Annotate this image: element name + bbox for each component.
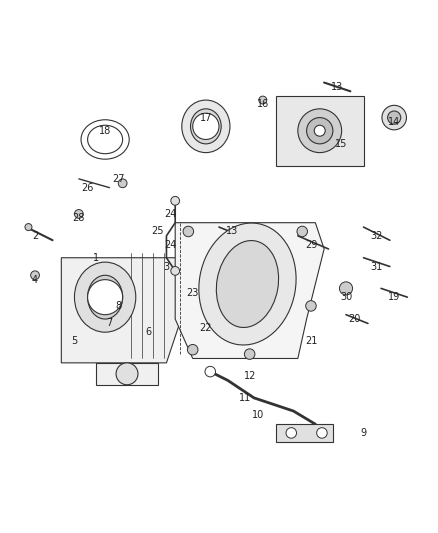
Text: 1: 1	[93, 253, 99, 263]
Circle shape	[339, 282, 353, 295]
Text: 24: 24	[165, 240, 177, 249]
Text: 22: 22	[200, 323, 212, 333]
Text: 3: 3	[163, 262, 170, 271]
Ellipse shape	[74, 262, 136, 332]
Text: 11: 11	[239, 393, 251, 403]
Circle shape	[74, 209, 83, 219]
Text: 25: 25	[152, 227, 164, 237]
Circle shape	[317, 427, 327, 438]
Circle shape	[286, 427, 297, 438]
Text: 9: 9	[360, 428, 367, 438]
Bar	[276, 96, 364, 166]
Circle shape	[205, 366, 215, 377]
Polygon shape	[61, 258, 193, 363]
Circle shape	[244, 349, 255, 359]
Circle shape	[25, 223, 32, 231]
Text: 19: 19	[388, 292, 400, 302]
Text: 7: 7	[106, 318, 113, 328]
Text: 13: 13	[331, 82, 343, 92]
Ellipse shape	[88, 275, 123, 319]
Text: 17: 17	[200, 112, 212, 123]
Text: 13: 13	[226, 227, 238, 237]
Text: 18: 18	[99, 126, 111, 136]
Circle shape	[259, 96, 267, 104]
Text: 14: 14	[388, 117, 400, 127]
Circle shape	[193, 113, 219, 140]
Text: 16: 16	[257, 100, 269, 109]
Circle shape	[388, 111, 401, 124]
Text: 2: 2	[32, 231, 38, 241]
Polygon shape	[175, 223, 324, 359]
Circle shape	[88, 280, 123, 314]
Circle shape	[297, 226, 307, 237]
Text: 30: 30	[340, 292, 352, 302]
Circle shape	[187, 344, 198, 355]
Text: 21: 21	[305, 336, 317, 346]
Ellipse shape	[191, 109, 221, 144]
Text: 12: 12	[244, 371, 256, 381]
Circle shape	[382, 106, 406, 130]
Circle shape	[171, 266, 180, 275]
Circle shape	[183, 226, 194, 237]
Text: 8: 8	[115, 301, 121, 311]
Polygon shape	[96, 363, 158, 385]
Circle shape	[171, 197, 180, 205]
Text: 27: 27	[112, 174, 124, 184]
Polygon shape	[276, 424, 333, 442]
Circle shape	[306, 301, 316, 311]
Ellipse shape	[216, 240, 279, 327]
Ellipse shape	[298, 109, 342, 152]
Ellipse shape	[314, 125, 325, 136]
Ellipse shape	[182, 100, 230, 152]
Text: 29: 29	[305, 240, 317, 249]
Text: 24: 24	[165, 209, 177, 219]
Text: 6: 6	[146, 327, 152, 337]
Text: 20: 20	[349, 314, 361, 324]
Text: 32: 32	[371, 231, 383, 241]
Circle shape	[31, 271, 39, 280]
Ellipse shape	[199, 223, 296, 345]
Circle shape	[118, 179, 127, 188]
Ellipse shape	[307, 118, 333, 144]
Text: 23: 23	[187, 288, 199, 298]
Circle shape	[116, 363, 138, 385]
Text: 31: 31	[371, 262, 383, 271]
Text: 5: 5	[71, 336, 78, 346]
Text: 15: 15	[336, 139, 348, 149]
Text: 4: 4	[32, 274, 38, 285]
Text: 28: 28	[73, 213, 85, 223]
Text: 10: 10	[252, 410, 265, 421]
Text: 26: 26	[81, 183, 94, 192]
